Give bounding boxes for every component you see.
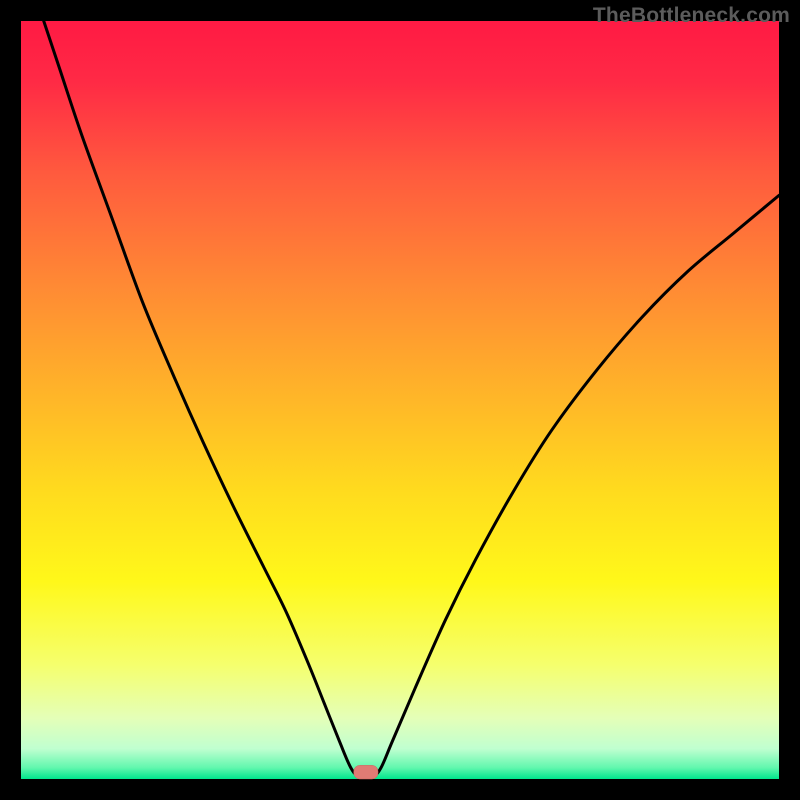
chart-stage: TheBottleneck.com [0,0,800,800]
watermark-text: TheBottleneck.com [593,4,790,28]
optimum-marker [354,765,378,779]
plot-gradient-background [21,21,779,779]
bottleneck-chart [0,0,800,800]
